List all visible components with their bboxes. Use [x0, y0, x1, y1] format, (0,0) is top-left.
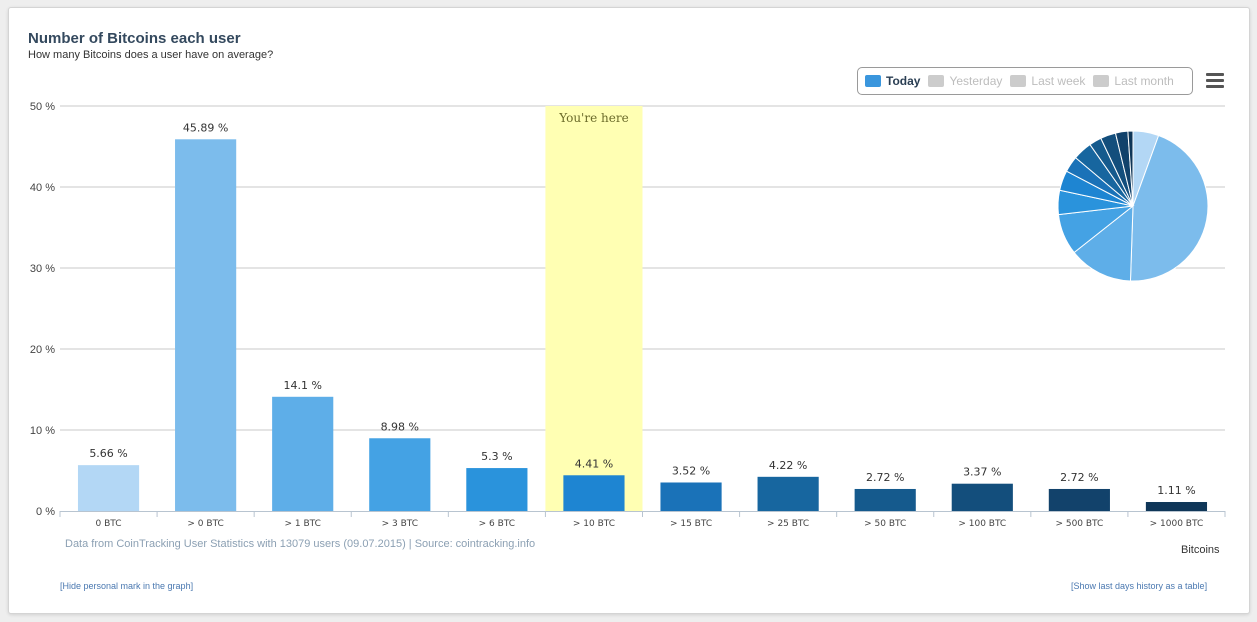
bar — [951, 483, 1013, 511]
data-label: 2.72 % — [866, 471, 904, 484]
data-label: 4.22 % — [769, 459, 807, 472]
highlight-label: You're here — [558, 111, 628, 125]
x-tick-label: > 1 BTC — [284, 519, 320, 529]
legend-item-today[interactable]: Today — [865, 74, 920, 88]
bar — [660, 482, 722, 511]
data-label: 2.72 % — [1060, 471, 1098, 484]
bar — [77, 465, 140, 511]
data-label: 8.98 % — [381, 420, 419, 433]
x-axis-title: Bitcoins — [1181, 544, 1220, 556]
data-label: 4.41 % — [575, 457, 613, 470]
y-tick-label: 40 % — [30, 182, 55, 194]
chart-title: Number of Bitcoins each user — [28, 30, 241, 47]
legend-swatch — [865, 75, 881, 87]
legend-item-last-week[interactable]: Last week — [1010, 74, 1085, 88]
bar — [1145, 502, 1208, 511]
data-label: 5.66 % — [89, 447, 127, 460]
data-label: 3.52 % — [672, 464, 710, 477]
x-tick-label: > 6 BTC — [479, 519, 515, 529]
bar — [757, 476, 819, 511]
x-tick-label: > 10 BTC — [573, 519, 615, 529]
legend-label: Today — [886, 74, 921, 88]
bar — [369, 438, 431, 511]
y-tick-label: 10 % — [30, 425, 55, 437]
x-tick-label: > 3 BTC — [382, 519, 418, 529]
bar — [175, 139, 237, 511]
legend-swatch — [928, 75, 945, 87]
data-label: 1.11 % — [1157, 484, 1195, 497]
bar — [563, 475, 625, 511]
y-tick-label: 20 % — [30, 344, 55, 356]
x-tick-label: > 15 BTC — [670, 519, 712, 529]
chart-credits[interactable]: Data from CoinTracking User Statistics w… — [65, 538, 536, 550]
data-label: 5.3 % — [481, 450, 512, 463]
data-label: 3.37 % — [963, 466, 1001, 479]
legend-label: Last week — [1031, 74, 1086, 88]
data-label: 14.1 % — [283, 379, 321, 392]
legend-label: Yesterday — [949, 74, 1003, 88]
x-tick-label: 0 BTC — [96, 519, 122, 529]
x-tick-label: > 500 BTC — [1055, 519, 1103, 529]
x-tick-label: > 100 BTC — [958, 519, 1006, 529]
bar — [854, 488, 916, 511]
show-history-table-link[interactable]: [Show last days history as a table] — [1071, 581, 1208, 591]
x-tick-label: > 0 BTC — [187, 519, 223, 529]
chart-subtitle: How many Bitcoins does a user have on av… — [28, 49, 274, 61]
x-tick-label: > 25 BTC — [767, 519, 809, 529]
pie-slice — [1073, 204, 1134, 282]
y-tick-label: 30 % — [30, 263, 55, 275]
legend: Today Yesterday Last week Last month — [857, 67, 1193, 95]
legend-item-last-month[interactable]: Last month — [1093, 74, 1174, 88]
pie-slice — [1129, 134, 1209, 282]
hamburger-menu-icon[interactable] — [1204, 73, 1226, 91]
highlight-band — [545, 106, 643, 511]
x-tick-label: > 1000 BTC — [1150, 519, 1204, 529]
bar — [1048, 488, 1110, 511]
x-tick-label: > 50 BTC — [864, 519, 906, 529]
bar — [466, 468, 528, 511]
y-tick-label: 50 % — [30, 101, 55, 113]
bar — [272, 396, 334, 511]
legend-label: Last month — [1114, 74, 1174, 88]
data-label: 45.89 % — [183, 121, 228, 134]
legend-item-yesterday[interactable]: Yesterday — [928, 74, 1002, 88]
legend-swatch — [1093, 75, 1110, 87]
legend-swatch — [1010, 75, 1027, 87]
pie-slice — [1127, 130, 1134, 207]
y-tick-label: 0 % — [36, 506, 55, 518]
hide-personal-mark-link[interactable]: [Hide personal mark in the graph] — [60, 581, 194, 591]
